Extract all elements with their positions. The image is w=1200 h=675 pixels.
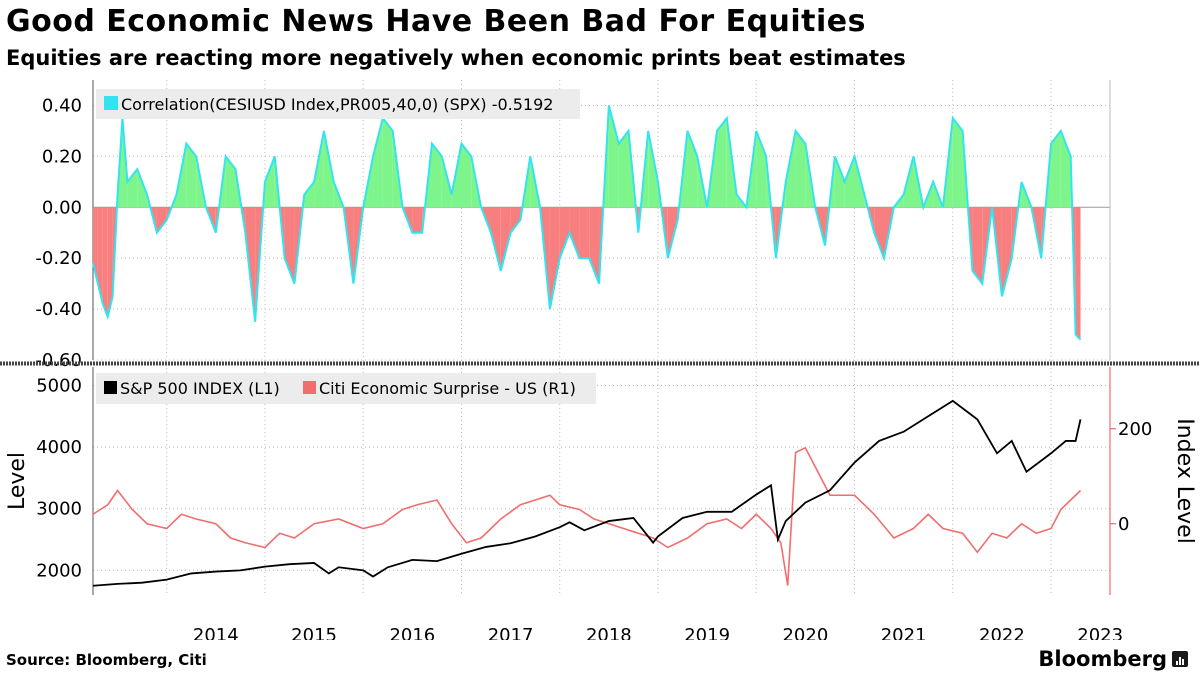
area-segment — [97, 207, 103, 304]
area-segment — [648, 130, 658, 208]
area-segment — [834, 156, 845, 208]
area-segment — [559, 207, 570, 259]
area-segment — [716, 118, 727, 208]
legend-bottom-box — [96, 373, 596, 404]
chart-title: Good Economic News Have Been Bad For Equ… — [6, 4, 867, 39]
area-segment — [490, 207, 501, 271]
legend-swatch-spx — [104, 381, 117, 394]
x-tick-label: 2020 — [782, 625, 828, 640]
y-tick-label: 0.00 — [42, 197, 82, 218]
legend-label-correlation: Correlation(CESIUSD Index,PR005,40,0) (S… — [121, 95, 553, 114]
y-tick-label: 0.40 — [42, 95, 82, 116]
area-segment — [284, 207, 295, 284]
area-segment — [1075, 207, 1081, 340]
area-segment — [264, 156, 275, 208]
area-segment — [844, 156, 855, 208]
area-segment — [373, 118, 383, 208]
x-tick-label: 2021 — [881, 625, 927, 640]
area-segment — [314, 130, 324, 208]
legend-top — [96, 89, 580, 119]
x-tick-label: 2022 — [979, 625, 1025, 640]
correlation-line — [92, 105, 1082, 341]
y-tick-label: 5000 — [36, 375, 82, 396]
y2-tick-label: 0 — [1118, 514, 1129, 535]
y-tick-label: -0.60 — [35, 350, 82, 371]
area-segment — [412, 207, 423, 233]
area-segment — [156, 207, 167, 233]
y-tick-label: 0.20 — [42, 146, 82, 167]
area-segment — [1051, 130, 1061, 208]
y-tick-label: -0.40 — [35, 299, 82, 320]
source-note: Source: Bloomberg, Citi — [6, 651, 207, 669]
brand-name: Bloomberg — [1038, 647, 1167, 671]
area-segment — [785, 130, 796, 208]
area-segment — [618, 130, 629, 208]
x-tick-label: 2016 — [389, 625, 435, 640]
area-segment — [952, 118, 963, 208]
bar-chart-icon — [1172, 651, 1188, 667]
chart-canvas: 0.40 0.20 0.00 -0.20 -0.40 -0.60 Correlation(C… — [0, 80, 1200, 640]
area-segment — [500, 207, 511, 271]
x-tick-label: 2019 — [684, 625, 730, 640]
area-segment — [510, 207, 521, 233]
area-segment — [579, 207, 590, 259]
area-segment — [1001, 207, 1012, 297]
area-segment — [304, 181, 315, 208]
area-segment — [225, 156, 236, 208]
x-tick-label: 2015 — [291, 625, 337, 640]
y-tick-label: 2000 — [36, 560, 82, 581]
legend-top-box — [96, 89, 580, 119]
legend-bottom — [96, 373, 596, 404]
area-segment — [323, 130, 334, 208]
brand-logo: Bloomberg — [1038, 647, 1188, 671]
y2-tick-label: 200 — [1118, 419, 1152, 440]
area-segment — [432, 143, 442, 208]
spx-line — [92, 399, 1082, 587]
area-segment — [461, 143, 472, 208]
area-segment — [874, 207, 884, 259]
x-tick-label: 2014 — [193, 625, 239, 640]
y-tick-label: 4000 — [36, 437, 82, 458]
area-segment — [549, 207, 560, 310]
y-axis-title: Level — [5, 452, 30, 510]
area-segment — [972, 207, 983, 284]
legend-swatch-cesi — [303, 381, 316, 394]
x-tick-label: 2018 — [586, 625, 632, 640]
legend-label-spx: S&P 500 INDEX (L1) — [120, 379, 280, 398]
area-segment — [186, 143, 197, 208]
x-tick-label: 2023 — [1077, 625, 1123, 640]
y-tick-label: 3000 — [36, 499, 82, 520]
chart-subtitle: Equities are reacting more negatively wh… — [6, 46, 906, 70]
area-segment — [795, 130, 806, 208]
cesi-line — [92, 446, 1082, 586]
legend-swatch-correlation — [104, 96, 118, 110]
area-segment — [569, 207, 580, 259]
area-segment — [102, 207, 108, 317]
x-tick-label: 2017 — [488, 625, 534, 640]
area-segment — [137, 169, 148, 208]
y-tick-label: -0.20 — [35, 248, 82, 269]
area-segment — [107, 207, 113, 317]
y2-axis-title: Index Level — [1172, 418, 1197, 544]
area-segment — [382, 118, 393, 208]
area-segment — [608, 105, 619, 208]
legend-label-cesi: Citi Economic Surprise - US (R1) — [319, 379, 576, 398]
